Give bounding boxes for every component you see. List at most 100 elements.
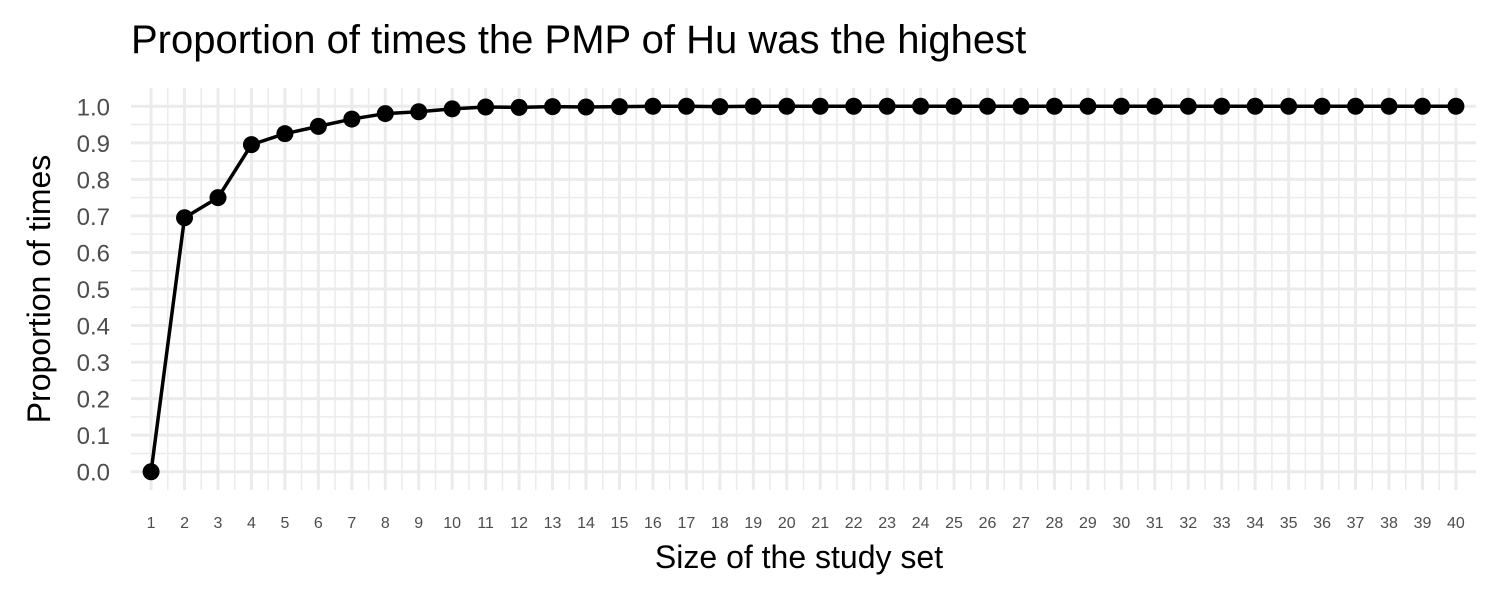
data-point	[176, 209, 194, 227]
x-axis-ticks: 1 2 3 4 5 6 7 8 9 10 11 12 13 14 15 16 17 18 19 20 21 22 23 24 2…	[147, 515, 1465, 532]
data-point	[209, 189, 227, 207]
x-tick-label: 3	[214, 515, 223, 532]
data-point	[677, 97, 695, 115]
data-point	[1280, 97, 1298, 115]
x-axis-title: Size of the study set	[655, 539, 943, 575]
y-tick-label: 0.2	[77, 387, 110, 414]
data-point	[1246, 97, 1264, 115]
y-tick-label: 0.0	[77, 460, 110, 487]
data-point	[276, 125, 294, 143]
data-points	[142, 97, 1465, 481]
x-tick-label: 1	[147, 515, 156, 532]
data-point	[1112, 97, 1130, 115]
data-point	[979, 97, 997, 115]
x-tick-label: 35	[1280, 515, 1298, 532]
x-tick-label: 18	[711, 515, 729, 532]
data-point	[644, 97, 662, 115]
data-point	[410, 103, 428, 121]
x-tick-label: 23	[878, 515, 896, 532]
data-point	[845, 97, 863, 115]
major-gridlines	[131, 88, 1476, 490]
x-tick-label: 4	[247, 515, 256, 532]
data-point	[1146, 97, 1164, 115]
data-point	[1012, 97, 1030, 115]
data-point	[577, 98, 595, 116]
x-tick-label: 9	[414, 515, 423, 532]
data-point	[1079, 97, 1097, 115]
series-line-group	[149, 104, 1456, 472]
x-tick-label: 31	[1146, 515, 1164, 532]
x-tick-label: 5	[280, 515, 289, 532]
x-tick-label: 33	[1213, 515, 1231, 532]
data-point	[610, 98, 628, 116]
x-tick-label: 38	[1380, 515, 1398, 532]
y-tick-label: 1.0	[77, 94, 110, 121]
y-tick-label: 0.1	[77, 423, 110, 450]
y-tick-label: 0.5	[77, 277, 110, 304]
x-tick-label: 8	[381, 515, 390, 532]
x-tick-label: 36	[1313, 515, 1331, 532]
data-point	[878, 97, 896, 115]
data-point	[1413, 97, 1431, 115]
x-tick-label: 37	[1347, 515, 1365, 532]
x-tick-label: 26	[979, 515, 997, 532]
x-tick-label: 12	[510, 515, 528, 532]
x-tick-label: 11	[477, 515, 494, 532]
data-point	[1313, 97, 1331, 115]
x-tick-label: 27	[1012, 515, 1030, 532]
x-tick-label: 6	[314, 515, 323, 532]
data-point	[376, 105, 394, 123]
x-tick-label: 15	[611, 515, 629, 532]
data-point	[544, 98, 562, 116]
x-tick-label: 14	[577, 515, 595, 532]
x-tick-label: 21	[811, 515, 829, 532]
y-tick-label: 0.4	[77, 314, 110, 341]
data-point	[811, 97, 829, 115]
y-axis-ticks: 0.0 0.1 0.2 0.3 0.4 0.5 0.6 0.7 0.8 0.9 1.0	[77, 94, 110, 486]
x-tick-label: 32	[1179, 515, 1197, 532]
data-point	[1447, 97, 1465, 115]
y-tick-label: 0.8	[77, 167, 110, 194]
x-tick-label: 13	[544, 515, 562, 532]
x-tick-label: 10	[443, 515, 461, 532]
series-line	[149, 104, 1456, 472]
data-point	[778, 97, 796, 115]
x-tick-label: 34	[1246, 515, 1264, 532]
chart-title: Proportion of times the PMP of Hu was th…	[131, 18, 1027, 62]
x-tick-label: 30	[1112, 515, 1130, 532]
data-point	[443, 100, 461, 118]
data-point	[477, 98, 495, 116]
x-tick-label: 29	[1079, 515, 1097, 532]
data-point	[309, 117, 327, 135]
x-tick-label: 40	[1447, 515, 1465, 532]
data-point	[912, 97, 930, 115]
y-tick-label: 0.6	[77, 240, 110, 267]
y-tick-label: 0.3	[77, 350, 110, 377]
x-tick-label: 25	[945, 515, 963, 532]
x-tick-label: 39	[1414, 515, 1432, 532]
data-point	[510, 98, 528, 116]
y-tick-label: 0.9	[77, 131, 110, 158]
data-point	[945, 97, 963, 115]
data-point	[343, 110, 361, 128]
data-point	[1045, 97, 1063, 115]
data-point	[711, 98, 729, 116]
x-tick-label: 16	[644, 515, 662, 532]
x-tick-label: 17	[677, 515, 695, 532]
x-tick-label: 20	[778, 515, 796, 532]
data-point	[142, 463, 160, 481]
data-point	[242, 136, 260, 154]
x-tick-label: 24	[912, 515, 930, 532]
data-point	[1380, 97, 1398, 115]
x-tick-label: 2	[180, 515, 189, 532]
x-tick-label: 19	[744, 515, 762, 532]
y-tick-label: 0.7	[77, 204, 110, 231]
minor-gridlines	[131, 88, 1476, 490]
x-tick-label: 7	[347, 515, 356, 532]
data-point	[1347, 97, 1365, 115]
data-point	[1179, 97, 1197, 115]
data-point	[1213, 97, 1231, 115]
x-tick-label: 22	[845, 515, 863, 532]
y-axis-title: Proportion of times	[21, 155, 57, 424]
